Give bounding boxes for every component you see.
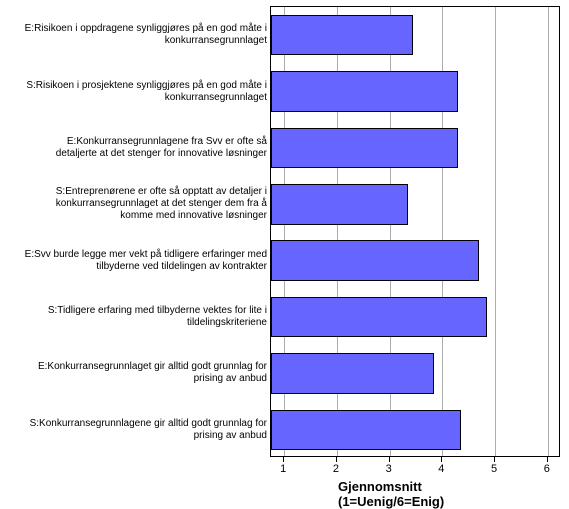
plot-area: E:Risikoen i oppdragene synliggjøres på … [270,6,560,457]
x-gridline [548,7,549,456]
bar [271,71,458,112]
bar [271,410,461,451]
x-tick [389,457,390,462]
bar [271,184,408,225]
bar [271,15,413,56]
x-tick [283,457,284,462]
bar [271,353,434,394]
x-tick-label: 3 [386,463,392,475]
y-category-label: E:Konkurransegrunnlaget gir alltid godt … [5,361,271,385]
bar [271,240,479,281]
x-tick-label: 1 [280,463,286,475]
y-category-label: S:Tidligere erfaring med tilbyderne vekt… [5,305,271,329]
x-tick-label: 4 [438,463,444,475]
bar [271,128,458,169]
x-tick-label: 6 [544,463,550,475]
survey-bar-chart: E:Risikoen i oppdragene synliggjøres på … [0,0,569,501]
x-axis-label: Gjennomsnitt (1=Uenig/6=Enig) [338,479,492,509]
x-tick [441,457,442,462]
x-tick [547,457,548,462]
y-category-label: S:Konkurransegrunnlagene gir alltid godt… [5,418,271,442]
x-tick [494,457,495,462]
y-category-label: E:Konkurransegrunnlagene fra Svv er ofte… [5,136,271,160]
x-tick [336,457,337,462]
y-category-label: S:Entreprenørene er ofte så opptatt av d… [5,186,271,222]
y-category-label: S:Risikoen i prosjektene synliggjøres på… [5,80,271,104]
x-gridline [495,7,496,456]
x-tick-label: 5 [491,463,497,475]
bar [271,297,487,338]
y-category-label: E:Svv burde legge mer vekt på tidligere … [5,249,271,273]
x-tick-label: 2 [333,463,339,475]
y-category-label: E:Risikoen i oppdragene synliggjøres på … [5,23,271,47]
